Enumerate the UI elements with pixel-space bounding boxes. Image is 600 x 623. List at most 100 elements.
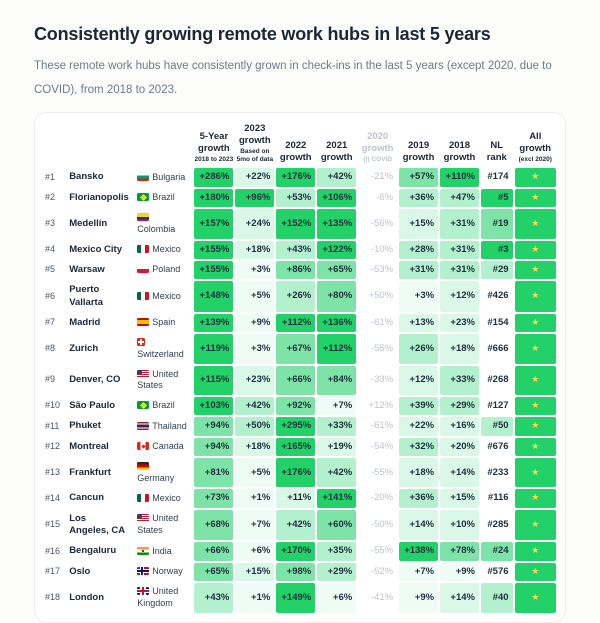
cell-all-growth: ★ (514, 562, 556, 582)
cell-growth-5-year: +103% (194, 397, 234, 416)
rank-cell: #5 (45, 264, 56, 275)
rank-cell: #18 (45, 591, 61, 602)
cell-growth-2022: +170% (276, 542, 316, 561)
cell-growth-5-year: +180% (194, 188, 234, 208)
cell-all-growth: ★ (514, 397, 556, 416)
city-cell: Cancun (69, 492, 105, 504)
cell-growth-2019: +18% (399, 458, 439, 488)
country-cell: Mexico (133, 489, 192, 507)
rank-cell: #8 (45, 343, 56, 354)
cell-growth-2022: +295% (276, 417, 316, 436)
cell-growth-2021: +60% (317, 509, 357, 541)
cell-growth-2022: +152% (276, 209, 316, 239)
star-icon: ★ (531, 217, 540, 228)
cell-growth-2019: +13% (399, 313, 439, 333)
cell-growth-2019: +7% (399, 562, 439, 582)
cell-nl-rank: #3 (480, 240, 513, 259)
star-icon: ★ (531, 374, 540, 385)
header-spacer (133, 119, 192, 166)
column-header-growth-2022: 2022 growth (276, 119, 315, 166)
rank-cell: #4 (45, 243, 56, 254)
cell-growth-2019: +14% (399, 509, 439, 541)
cell-nl-rank: #426 (487, 290, 509, 302)
cell-growth-2023: +5% (235, 281, 275, 312)
flag-co-icon (137, 213, 150, 222)
column-header-growth-2018: 2018 growth (440, 119, 479, 166)
table-row: #1 Bansko Bulgaria +286% +22% +176% +42% -21% +5… (44, 168, 556, 187)
country-cell: United Kingdom (133, 583, 192, 612)
cell-growth-2023: +1% (235, 583, 275, 613)
cell-growth-2018: +23% (440, 313, 479, 333)
cell-growth-2022: +176% (276, 168, 316, 187)
cell-growth-2023: +3% (235, 334, 275, 364)
cell-growth-2020: -56% (370, 217, 394, 229)
cell-all-growth: ★ (514, 458, 556, 488)
cell-nl-rank: #29 (480, 260, 513, 280)
cell-growth-2023: +96% (235, 188, 275, 208)
column-header-all-growth: All growth (excl 2020) (515, 119, 556, 166)
flag-gb-icon (137, 587, 150, 596)
star-icon: ★ (531, 420, 540, 431)
table-row: #12 Montreal Canada +94% +18% +165% +19% -54% +3… (44, 437, 556, 457)
cell-all-growth: ★ (514, 583, 556, 613)
cell-growth-2020: -55% (370, 342, 394, 354)
cell-all-growth: ★ (514, 437, 556, 457)
cell-growth-2023: +18% (235, 437, 275, 457)
cell-all-growth: ★ (514, 542, 556, 561)
cell-growth-2019: +57% (399, 168, 439, 187)
rank-cell: #9 (45, 374, 56, 385)
cell-growth-2023: +22% (235, 168, 275, 187)
cell-growth-2021: +42% (317, 168, 357, 187)
cell-growth-2022: +149% (276, 583, 316, 613)
cell-growth-5-year: +65% (194, 562, 234, 582)
flag-mx-icon (137, 244, 150, 253)
cell-growth-5-year: +148% (194, 281, 234, 312)
cell-nl-rank: #174 (487, 171, 509, 183)
cell-growth-2023: +3% (235, 260, 275, 280)
cell-growth-2021: +29% (317, 562, 357, 582)
country-name: India (152, 545, 172, 556)
cell-nl-rank: #19 (480, 209, 513, 239)
cell-growth-2022: +11% (276, 489, 316, 508)
cell-all-growth: ★ (514, 365, 556, 395)
country-name: United States (137, 513, 179, 536)
rank-cell: #2 (45, 192, 56, 203)
country-name: Norway (152, 566, 183, 577)
country-name: Colombia (137, 223, 176, 234)
table-body: #1 Bansko Bulgaria +286% +22% +176% +42% -21% +5… (44, 168, 556, 613)
cell-growth-2021: +135% (317, 209, 357, 239)
header-spacer (44, 119, 65, 166)
cell-growth-2021: +35% (317, 542, 357, 561)
column-label: 2020 growth (361, 130, 394, 154)
page-title: Consistently growing remote work hubs in… (34, 24, 491, 44)
country-name: Poland (152, 264, 181, 275)
city-cell: Zurich (69, 342, 99, 354)
rank-cell: #13 (45, 466, 61, 477)
cell-nl-rank: #233 (487, 466, 509, 478)
cell-growth-2020: -52% (370, 565, 394, 577)
cell-growth-5-year: +139% (194, 313, 234, 333)
cell-nl-rank: #127 (487, 400, 509, 411)
cell-growth-2018: +31% (440, 260, 479, 280)
cell-growth-2021: +6% (317, 583, 357, 613)
rank-cell: #6 (45, 290, 56, 301)
cell-all-growth: ★ (514, 313, 556, 333)
cell-growth-2020: -21% (370, 171, 394, 183)
rank-cell: #10 (45, 400, 61, 411)
table-header: 5-Year growth 2018 to 2023 2023 growth Base… (44, 119, 556, 166)
cell-growth-5-year: +155% (194, 240, 234, 259)
cell-growth-2019: +15% (399, 209, 439, 239)
cell-growth-2022: +92% (276, 397, 316, 416)
country-cell: Brazil (133, 189, 192, 207)
cell-growth-5-year: +115% (194, 365, 234, 395)
table-row: #15 Los Angeles, CA United States +68% +7% +4… (44, 509, 556, 541)
city-cell: Frankfurt (69, 466, 111, 478)
country-name: Brazil (152, 192, 175, 203)
country-cell: Germany (133, 458, 192, 487)
star-icon: ★ (531, 400, 540, 410)
cell-growth-2021: +84% (317, 365, 357, 395)
rank-cell: #12 (45, 441, 61, 452)
cell-growth-2019: +28% (399, 240, 439, 259)
country-name: Bulgaria (152, 171, 186, 182)
cell-growth-2023: +24% (235, 209, 275, 239)
